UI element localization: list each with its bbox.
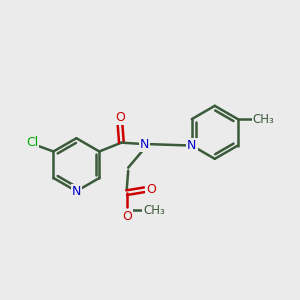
Text: O: O [122,210,132,223]
Text: O: O [146,183,156,196]
Text: N: N [140,138,149,151]
Text: CH₃: CH₃ [143,204,165,217]
Text: CH₃: CH₃ [253,112,274,126]
Text: N: N [72,185,81,198]
Text: N: N [187,139,196,152]
Text: Cl: Cl [26,136,38,148]
Text: O: O [115,110,125,124]
